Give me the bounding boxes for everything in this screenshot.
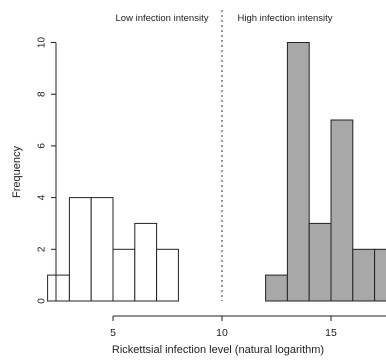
y-tick-label-4: 4: [37, 194, 48, 200]
low-intensity-label: Low infection intensity: [116, 13, 209, 24]
x-axis: 5 10 15: [110, 315, 386, 339]
histogram-bar-high-4: [330, 119, 354, 302]
histogram-bar-high-2: [286, 42, 310, 302]
histogram-bar-low-2: [68, 197, 92, 302]
histogram-bar-high-3: [308, 222, 332, 302]
y-axis-label: Frequency: [11, 146, 23, 198]
x-tick-label-15: 15: [325, 327, 337, 339]
histogram-bar-low-6: [156, 248, 179, 302]
x-tick-label-10: 10: [216, 327, 228, 339]
histogram-bar-low-1: [47, 274, 70, 302]
histogram-bar-high-1: [265, 274, 288, 302]
y-tick-label-0: 0: [37, 298, 48, 304]
y-tick-label-10: 10: [37, 37, 48, 49]
x-tick-label-5: 5: [110, 327, 116, 339]
y-axis: 0 2 4 6 8 10: [37, 37, 57, 304]
y-tick-label-2: 2: [37, 246, 48, 252]
y-tick-label-8: 8: [37, 91, 48, 97]
x-axis-label: Rickettsial infection level (natural log…: [112, 344, 324, 356]
histogram-bar-low-4: [112, 248, 136, 302]
histogram-bar-high-6: [374, 248, 386, 302]
histogram-bar-low-5: [134, 222, 158, 302]
bars-layer: [47, 42, 386, 302]
histogram-bar-low-3: [90, 197, 114, 302]
histogram-bar-high-5: [352, 248, 376, 302]
high-intensity-label: High infection intensity: [237, 13, 332, 24]
y-tick-label-6: 6: [37, 143, 48, 149]
